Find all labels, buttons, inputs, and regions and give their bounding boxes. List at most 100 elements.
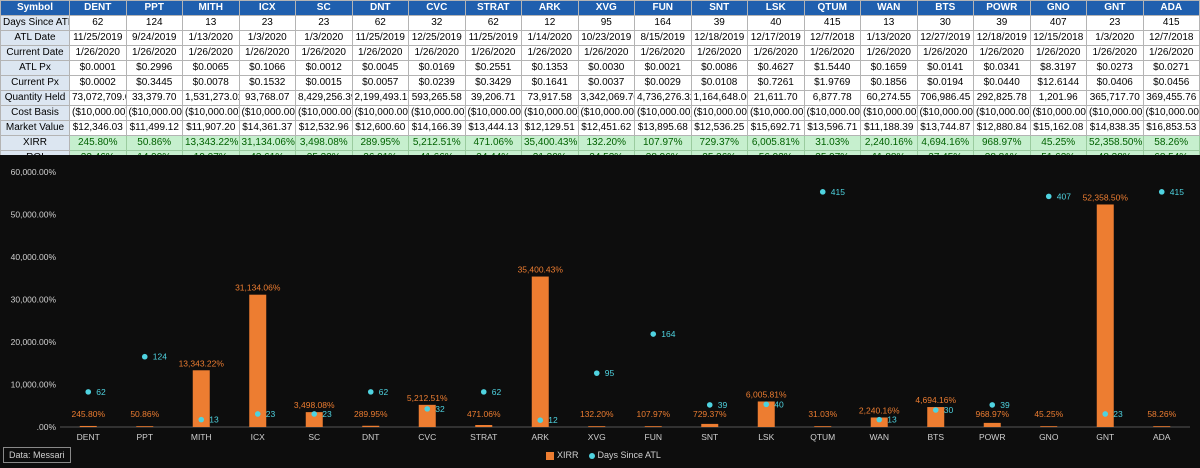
x-tick-label: GNO	[1039, 432, 1059, 442]
table-cell: 39	[973, 15, 1031, 31]
days-since-atl-point	[537, 417, 544, 424]
days-since-atl-point	[819, 189, 826, 195]
xirr-bar	[814, 426, 832, 427]
days-data-label: 23	[1113, 409, 1123, 419]
days-data-label: 12	[548, 415, 558, 425]
xirr-bar	[644, 426, 662, 427]
table-cell: 3,342,069.70	[577, 90, 635, 106]
xirr-data-label: 968.97%	[975, 409, 1009, 419]
table-cell: $12,451.62	[577, 120, 635, 136]
days-data-label: 13	[887, 415, 897, 425]
table-cell: 12/25/2019	[408, 30, 466, 46]
table-cell: 60,274.55	[860, 90, 918, 106]
row-label: ATL Date	[0, 30, 70, 46]
xirr-data-label: 289.95%	[354, 409, 388, 419]
days-data-label: 62	[96, 387, 106, 397]
table-cell: $8.3197	[1029, 60, 1087, 76]
row-label: Cost Basis	[0, 105, 70, 121]
days-since-atl-point	[989, 402, 996, 408]
table-cell: 407	[1029, 15, 1087, 31]
table-cell: $0.1066	[238, 60, 296, 76]
table-row: Current Px $0.0002 $0.3445 $0.0078 $0.1532 $0…	[0, 75, 1200, 91]
table-cell: ($10,000.00)	[125, 105, 183, 121]
table-cell: 73,917.58	[521, 90, 579, 106]
table-row: Current Date 1/26/2020 1/26/2020 1/26/2020 1…	[0, 45, 1200, 61]
table-cell: 31.03%	[803, 135, 861, 151]
days-data-label: 95	[605, 368, 615, 378]
table-cell: 8/15/2019	[634, 30, 692, 46]
table-cell: 1/26/2020	[803, 45, 861, 61]
table-cell: 1/14/2020	[521, 30, 579, 46]
table-cell: ($10,000.00)	[295, 105, 353, 121]
xirr-data-label: 132.20%	[580, 409, 614, 419]
xirr-data-label: 6,005.81%	[746, 389, 787, 399]
chart-legend: XIRR Days Since ATL	[546, 450, 661, 460]
xirr-bar	[1096, 204, 1114, 427]
table-cell: $0.0456	[1142, 75, 1200, 91]
x-tick-label: PPT	[136, 432, 153, 442]
table-cell: 1/26/2020	[634, 45, 692, 61]
table-cell: 1,201.96	[1029, 90, 1087, 106]
table-cell: $0.1659	[860, 60, 918, 76]
y-tick-label: 20,000.00%	[11, 337, 57, 347]
table-cell: 1/26/2020	[747, 45, 805, 61]
xirr-bar	[136, 426, 154, 427]
xirr-data-label: 50.86%	[130, 409, 159, 419]
table-cell: 93,768.07	[238, 90, 296, 106]
days-data-label: 39	[1000, 400, 1010, 410]
table-cell: $12,600.60	[351, 120, 409, 136]
row-label: Market Value	[0, 120, 70, 136]
table-cell: $0.0271	[1142, 60, 1200, 76]
legend-item-days: Days Since ATL	[588, 450, 661, 460]
symbol-header: XVG	[577, 0, 635, 16]
table-cell: 2,240.16%	[860, 135, 918, 151]
table-cell: 471.06%	[464, 135, 522, 151]
table-cell: 12	[521, 15, 579, 31]
table-cell: $12,532.96	[295, 120, 353, 136]
header-label: Symbol	[0, 0, 70, 16]
symbol-header: LSK	[747, 0, 805, 16]
table-cell: 12/27/2019	[916, 30, 974, 46]
symbol-header: PPT	[125, 0, 183, 16]
y-tick-label: 50,000.00%	[11, 210, 57, 220]
table-row: Days Since ATL 62 124 13 23 23 62 32 62 12 95 164 39…	[0, 15, 1200, 31]
xirr-bar	[531, 276, 549, 427]
table-cell: 73,072,709.01	[69, 90, 127, 106]
table-cell: 2,199,493.13	[351, 90, 409, 106]
symbol-header: SNT	[690, 0, 748, 16]
x-tick-label: DENT	[77, 432, 100, 442]
table-row: Quantity Held73,072,709.0133,379.701,531…	[0, 90, 1200, 106]
table-cell: 23	[1086, 15, 1144, 31]
table-cell: 1,164,648.00	[690, 90, 748, 106]
table-cell: 124	[125, 15, 183, 31]
table-cell: $12,536.25	[690, 120, 748, 136]
table-cell: 245.80%	[69, 135, 127, 151]
xirr-data-label: 245.80%	[71, 409, 105, 419]
xirr-bar	[362, 425, 380, 427]
table-cell: 1/26/2020	[577, 45, 635, 61]
table-cell: 1/26/2020	[916, 45, 974, 61]
xirr-bar	[79, 425, 97, 427]
table-cell: 13	[182, 15, 240, 31]
days-data-label: 13	[209, 415, 219, 425]
table-cell: $0.0002	[69, 75, 127, 91]
legend-bar-swatch	[546, 451, 554, 460]
days-data-label: 23	[266, 409, 276, 419]
table-cell: 23	[238, 15, 296, 31]
xirr-bar	[249, 294, 267, 427]
table-cell: 4,736,276.32	[634, 90, 692, 106]
table-cell: ($10,000.00)	[521, 105, 579, 121]
symbol-header: WAN	[860, 0, 918, 16]
xirr-bar	[757, 401, 775, 427]
xirr-bar	[475, 424, 493, 427]
table-cell: $0.0015	[295, 75, 353, 91]
chart-area: .00% 10,000.00% 20,000.00% 30,000.00% 40,000…	[0, 155, 1200, 468]
table-cell: $0.2551	[464, 60, 522, 76]
table-cell: 1/26/2020	[182, 45, 240, 61]
table-cell: ($10,000.00)	[1142, 105, 1200, 121]
days-since-atl-point	[424, 406, 431, 412]
table-cell: $0.1641	[521, 75, 579, 91]
table-cell: 5,212.51%	[408, 135, 466, 151]
xirr-data-label: 58.26%	[1147, 409, 1176, 419]
y-tick-label: 40,000.00%	[11, 252, 57, 262]
